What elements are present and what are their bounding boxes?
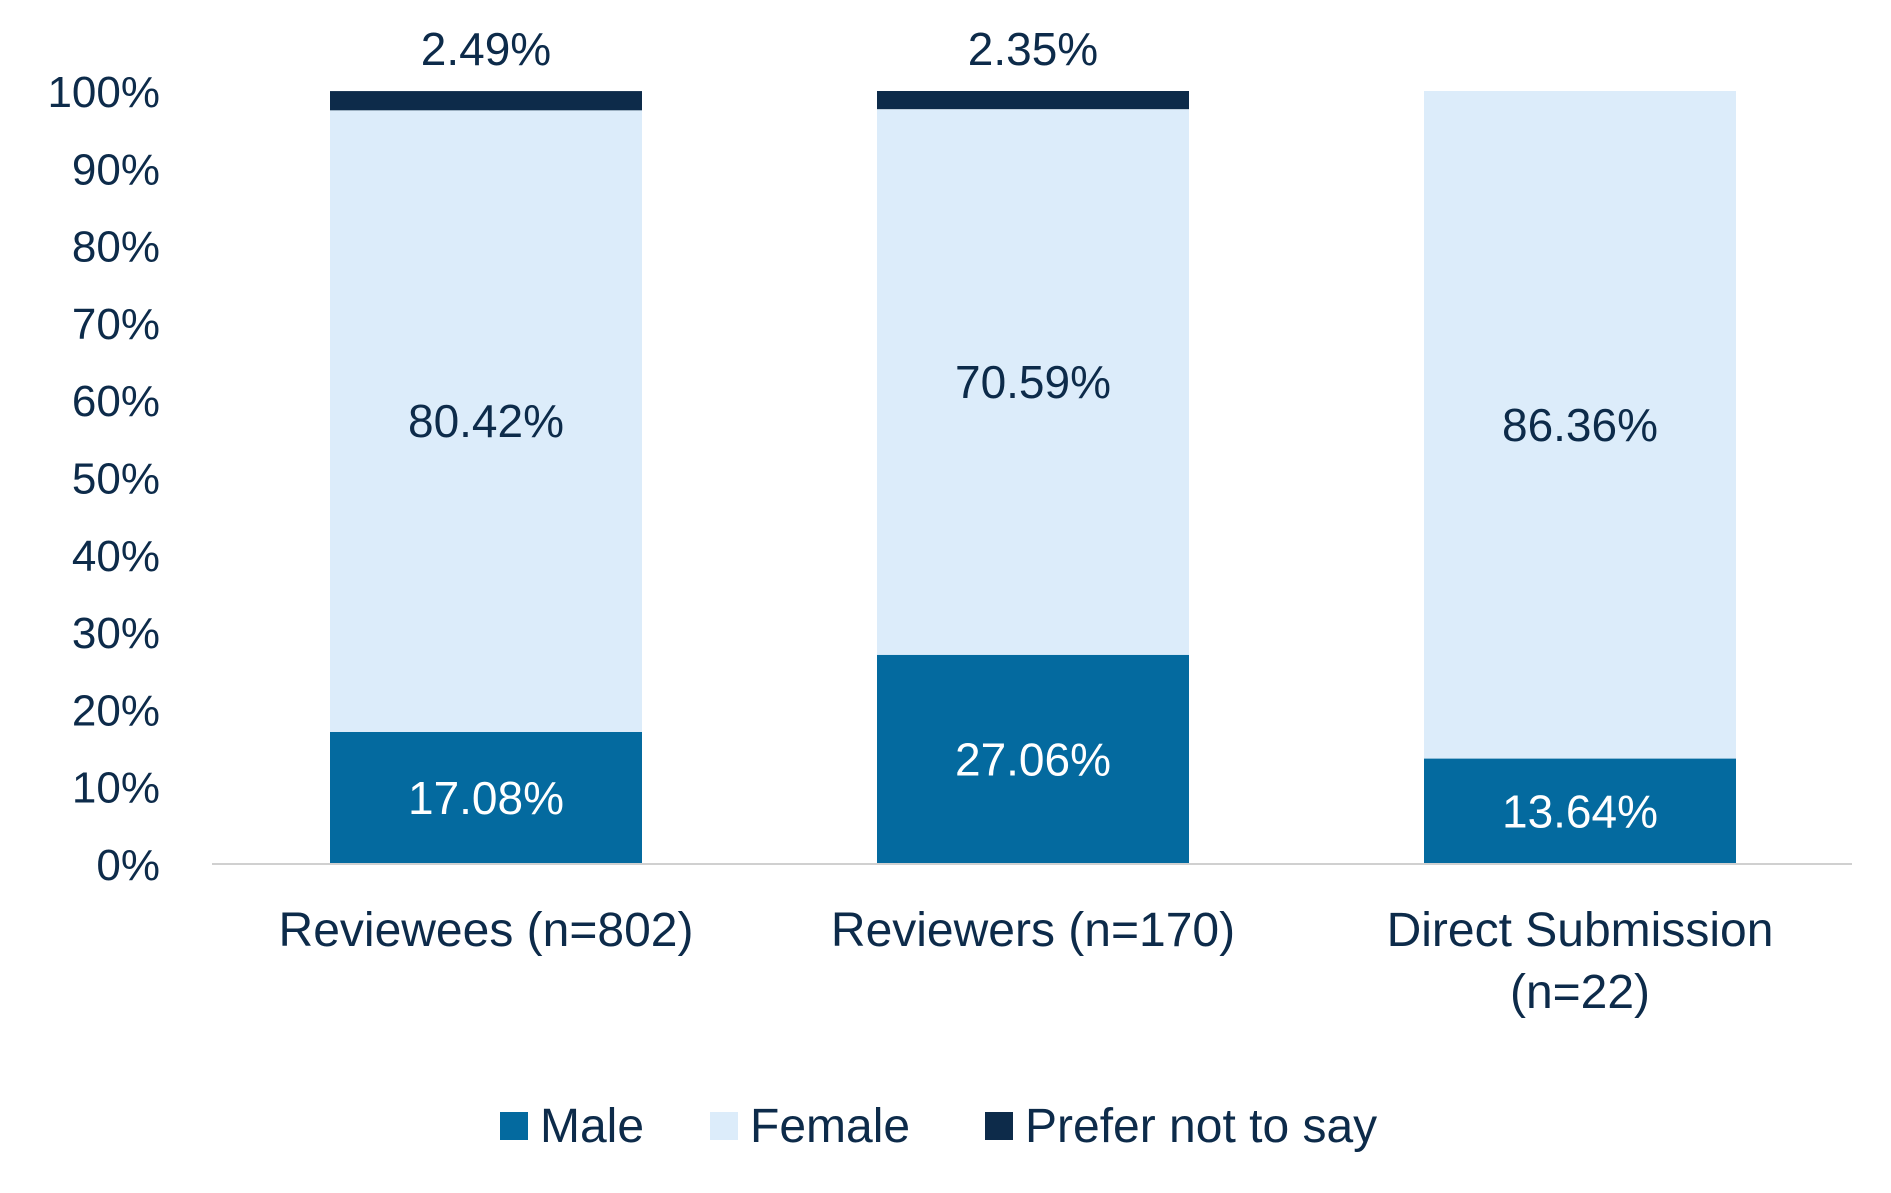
y-tick-label: 20% [72, 686, 160, 735]
x-category-label: (n=22) [1510, 966, 1650, 1019]
y-tick-label: 40% [72, 532, 160, 581]
y-tick-label: 30% [72, 609, 160, 658]
y-tick-label: 0% [96, 841, 160, 890]
y-tick-label: 10% [72, 764, 160, 813]
legend-swatch [710, 1112, 738, 1140]
bar-segment-male [330, 731, 642, 864]
data-label: 80.42% [408, 395, 564, 447]
x-category-label: Direct Submission [1387, 904, 1774, 957]
bar-segment-male [877, 654, 1189, 864]
legend-label: Female [750, 1100, 910, 1153]
bar-segment-female [1424, 91, 1736, 759]
bar-segment-female [877, 109, 1189, 655]
bar-segment-male [1424, 758, 1736, 864]
bar-segment-prefer-not-to-say [877, 91, 1189, 110]
legend-swatch [500, 1112, 528, 1140]
legend-label: Prefer not to say [1025, 1100, 1377, 1153]
y-tick-label: 60% [72, 377, 160, 426]
data-label: 70.59% [955, 356, 1111, 408]
data-labels: 17.08% 80.42% 2.49% 27.06% 70.59% 2.35% 13.64%… [408, 23, 1658, 837]
data-label: 2.35% [968, 23, 1098, 75]
legend: Male Female Prefer not to say [500, 1100, 1377, 1153]
data-label: 27.06% [955, 733, 1111, 785]
data-label: 17.08% [408, 772, 564, 824]
bar-segment-female [330, 110, 642, 732]
y-tick-label: 100% [47, 68, 160, 117]
y-tick-label: 90% [72, 145, 160, 194]
data-label: 2.49% [421, 23, 551, 75]
legend-item-prefer-not-to-say: Prefer not to say [985, 1100, 1377, 1153]
x-category-label: Reviewees (n=802) [279, 904, 694, 957]
legend-item-male: Male [500, 1100, 644, 1153]
data-label: 86.36% [1502, 399, 1658, 451]
y-tick-label: 80% [72, 223, 160, 272]
legend-item-female: Female [710, 1100, 910, 1153]
x-axis-labels: Reviewees (n=802) Reviewers (n=170) Direct… [279, 904, 1774, 1019]
bar-segment-prefer-not-to-say [330, 91, 642, 111]
legend-swatch [985, 1112, 1013, 1140]
bars [330, 91, 1736, 864]
y-tick-label: 70% [72, 300, 160, 349]
y-tick-label: 50% [72, 455, 160, 504]
y-axis-ticks: 0% 10% 20% 30% 40% 50% 60% 70% 80% 90% 100% [47, 68, 160, 890]
legend-label: Male [540, 1100, 644, 1153]
data-label: 13.64% [1502, 785, 1658, 837]
x-category-label: Reviewers (n=170) [831, 904, 1235, 957]
